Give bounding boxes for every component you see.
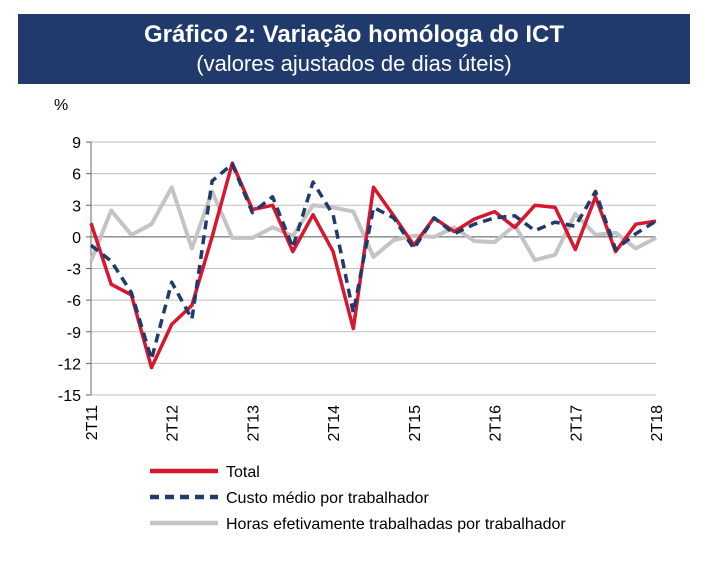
legend-total-label: Total <box>226 464 260 481</box>
x-tick-label-2T11: 2T11 <box>84 405 101 440</box>
y-tick-label-0: 9 <box>72 135 81 152</box>
series-lines <box>89 161 657 370</box>
x-tick-label-2T13: 2T13 <box>245 405 262 442</box>
x-tick-label-2T12: 2T12 <box>165 405 182 442</box>
x-tick-label-2T14: 2T14 <box>326 405 343 442</box>
y-tick-label-4: -3 <box>67 262 81 279</box>
x-tick-label-2T15: 2T15 <box>407 405 424 442</box>
y-tick-label-7: -12 <box>58 356 81 373</box>
y-tick-label-5: -6 <box>67 293 81 310</box>
horas-series-line <box>89 185 657 263</box>
y-axis-unit-label: % <box>54 97 68 114</box>
chart-subtitle: (valores ajustados de dias úteis) <box>196 51 512 76</box>
y-tick-label-6: -9 <box>67 325 81 342</box>
legend-custo-medio-label: Custo médio por trabalhador <box>226 490 429 507</box>
y-tick-label-8: -15 <box>58 388 81 405</box>
chart-title-banner: Gráfico 2: Variação homóloga do ICT (val… <box>18 14 690 84</box>
x-tick-labels: 2T11 2T12 2T13 2T14 2T15 2T16 2T17 2T18 <box>84 405 666 442</box>
y-tick-label-3: 0 <box>72 230 81 247</box>
y-tick-label-2: 3 <box>72 198 81 215</box>
legend-horas-label: Horas efetivamente trabalhadas por traba… <box>226 516 566 533</box>
x-tick-label-2T17: 2T17 <box>568 405 585 442</box>
gridlines <box>91 141 656 396</box>
y-tick-labels: 9 6 3 0 -3 -6 -9 -12 -15 <box>58 135 81 405</box>
legend: Total Custo médio por trabalhador Horas ef… <box>150 464 566 533</box>
total-series-line <box>89 161 657 370</box>
y-tick-label-1: 6 <box>72 167 81 184</box>
custo-medio-series-line <box>89 162 657 361</box>
x-tick-label-2T18: 2T18 <box>649 405 666 442</box>
axes <box>86 141 92 396</box>
x-tick-label-2T16: 2T16 <box>488 405 505 442</box>
chart-title: Gráfico 2: Variação homóloga do ICT <box>143 21 565 48</box>
